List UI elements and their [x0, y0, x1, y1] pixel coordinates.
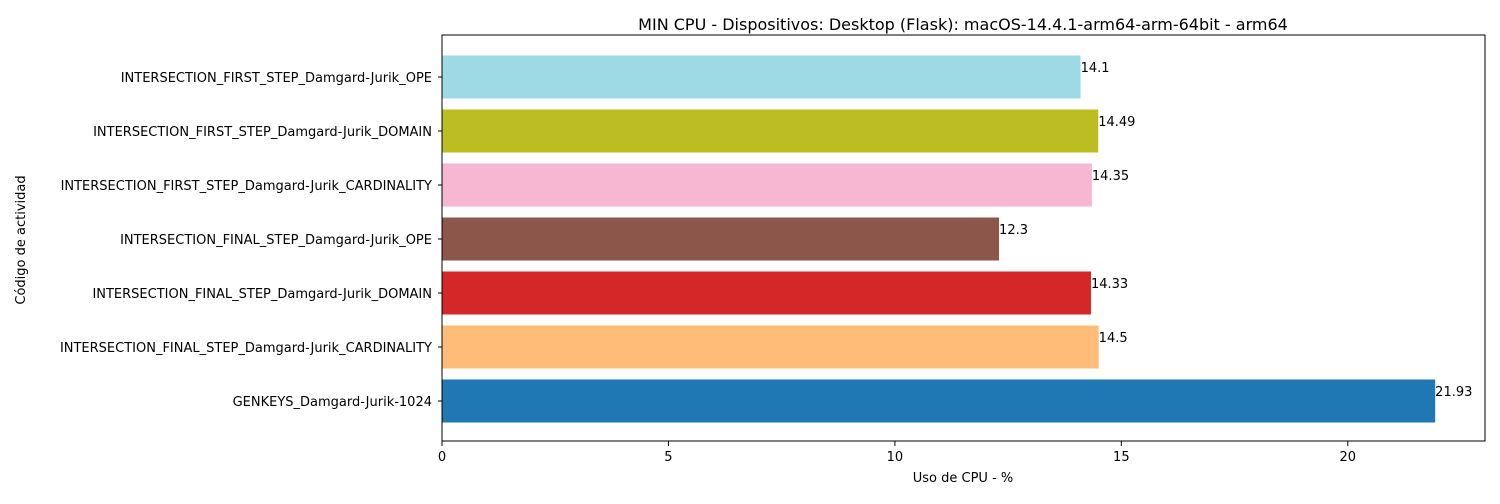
value-labels: 21.93 14.5 14.33 12.3 14.35 14.49 14.1	[999, 61, 1472, 400]
value-label: 14.5	[1099, 331, 1128, 346]
bar	[442, 217, 1000, 261]
category-label: INTERSECTION_FINAL_STEP_Damgard-Jurik_DO…	[92, 287, 432, 302]
value-label: 14.33	[1091, 277, 1128, 292]
x-tick-label: 0	[438, 450, 446, 465]
y-axis-label: Código de actividad	[14, 175, 29, 304]
bar	[442, 109, 1099, 153]
value-label: 14.35	[1092, 169, 1129, 184]
value-label: 12.3	[999, 223, 1028, 238]
bar	[442, 163, 1092, 207]
category-label: INTERSECTION_FINAL_STEP_Damgard-Jurik_CA…	[60, 341, 432, 356]
category-label: INTERSECTION_FIRST_STEP_Damgard-Jurik_OP…	[121, 71, 432, 86]
value-label: 14.49	[1098, 115, 1135, 130]
x-axis-label: Uso de CPU - %	[913, 471, 1014, 486]
x-tick-label: 10	[887, 450, 904, 465]
category-label: INTERSECTION_FINAL_STEP_Damgard-Jurik_OP…	[120, 233, 432, 248]
bars-group	[442, 55, 1436, 423]
category-labels: GENKEYS_Damgard-Jurik-1024 INTERSECTION_F…	[60, 71, 442, 410]
category-label: INTERSECTION_FIRST_STEP_Damgard-Jurik_DO…	[93, 125, 432, 140]
value-label: 14.1	[1081, 61, 1110, 76]
chart-title: MIN CPU - Dispositivos: Desktop (Flask):…	[638, 15, 1288, 34]
x-tick-label: 20	[1340, 450, 1357, 465]
value-label: 21.93	[1435, 385, 1472, 400]
bar	[442, 271, 1091, 315]
bar	[442, 55, 1081, 99]
bar	[442, 379, 1436, 423]
plot-frame	[441, 34, 1486, 442]
category-label: INTERSECTION_FIRST_STEP_Damgard-Jurik_CA…	[61, 179, 432, 194]
category-label: GENKEYS_Damgard-Jurik-1024	[233, 395, 432, 410]
x-tick-label: 5	[664, 450, 672, 465]
x-tick-label: 15	[1113, 450, 1130, 465]
x-axis-ticks: 0 5 10 15 20	[438, 441, 1356, 465]
bar	[442, 325, 1099, 369]
